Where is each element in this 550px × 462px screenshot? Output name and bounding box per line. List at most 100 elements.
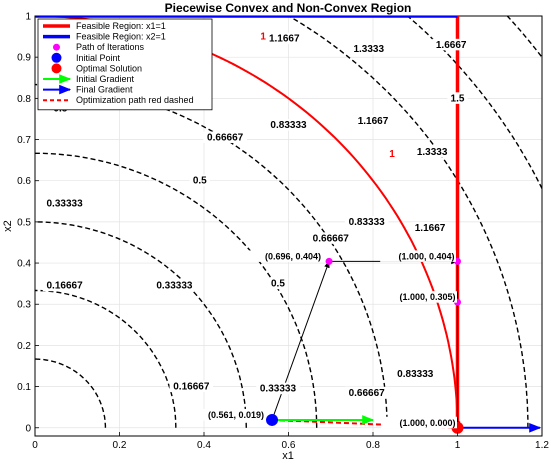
contour-label-group: 1.3333: [413, 145, 452, 158]
initial-point-marker: [266, 413, 279, 426]
legend-label: Initial Point: [76, 53, 121, 63]
y-tick-label: 0.9: [17, 53, 31, 64]
chart-title: Piecewise Convex and Non-Convex Region: [165, 1, 412, 15]
contour-label-bg: [354, 115, 392, 127]
y-tick-label: 0.1: [17, 382, 31, 393]
contour-label-bg: [42, 279, 87, 292]
contour-label-group: 0.33333: [152, 279, 197, 292]
contour-label: 0.66667: [313, 233, 350, 244]
contour-label: 0.66667: [349, 388, 386, 399]
contour-line-0.16667: [35, 358, 107, 428]
point-label-bg: [381, 416, 457, 429]
contour-label-group: 0.66667: [344, 386, 389, 399]
point-label-group: (1.000, 0.305): [381, 291, 457, 303]
contour-label-bg: [413, 145, 452, 158]
contour-label-group: 0.16667: [169, 380, 214, 393]
point-label: (0.561, 0.019): [208, 410, 264, 420]
contour-label-bg: [169, 380, 214, 393]
contour-label-bg: [411, 222, 449, 234]
contour-label: 1.6667: [436, 40, 467, 51]
y-tick-label: 0.4: [17, 259, 31, 270]
contour-line-0.33333: [35, 289, 177, 428]
contour-label-group: 0.83333: [393, 368, 438, 380]
contour-label-group: 1.5: [447, 92, 468, 104]
contour-label-bg: [256, 382, 300, 395]
contour-label: 0.83333: [397, 369, 434, 380]
y-tick-label: 0.7: [17, 135, 31, 146]
contour-label: 1.1667: [415, 223, 446, 234]
contour-label-group: 0.5: [189, 174, 210, 187]
contour-label: 0.66667: [207, 132, 244, 143]
contour-label: 1.5: [451, 93, 465, 104]
legend-swatch: [51, 52, 62, 63]
contour-label-bg: [189, 174, 210, 187]
contour-label: 0.16667: [173, 382, 210, 393]
contour-label-group: 0.5: [267, 277, 289, 290]
x-tick-label: 0.6: [282, 440, 296, 451]
contour-label-bg: [393, 368, 438, 380]
x-axis-label: x1: [282, 450, 294, 462]
y-tick-label: 0: [25, 423, 31, 434]
contour-label-bg: [42, 197, 87, 209]
point-label: (1.000, 0.305): [399, 292, 455, 302]
contour-label-bg: [308, 232, 353, 244]
unit-circle-label: 1: [389, 149, 395, 160]
x-tick-label: 0.2: [113, 440, 127, 451]
legend-label: Feasible Region: x2=1: [76, 32, 166, 42]
contour-label-bg: [203, 131, 247, 143]
unit-circle-label: 1: [260, 32, 266, 43]
contour-label: 0.33333: [46, 198, 83, 209]
contour-label-bg: [265, 32, 304, 45]
legend-label: Optimization path red dashed: [76, 95, 194, 105]
iteration-path: [266, 257, 542, 434]
point-label-bg: [189, 408, 266, 421]
point-label: (1.000, 0.000): [399, 418, 455, 428]
contour-line-1.1667: [287, 16, 529, 428]
labels: 0.16667 0.16667 0.33333 0.33333 0.33333 0.5 0.…: [42, 32, 471, 429]
point-label-group: (0.561, 0.019): [189, 408, 266, 421]
contour-label-bg: [266, 119, 311, 131]
x-tick-label: 1: [455, 440, 461, 451]
contour-label-group: 0.16667: [42, 279, 87, 292]
y-tick-label: 0.5: [17, 217, 31, 228]
contour-label-bg: [432, 38, 471, 51]
contour-label: 0.16667: [46, 281, 83, 292]
contour-label-group: 0.33333: [256, 382, 300, 395]
contour-label-group: 1.1667: [265, 32, 304, 45]
legend-label: Feasible Region: x1=1: [76, 21, 166, 31]
y-tick-label: 0.2: [17, 341, 31, 352]
legend-label: Final Gradient: [76, 85, 133, 95]
contour-label: 1.3333: [417, 147, 448, 158]
contour-line-0.83333: [35, 83, 388, 428]
ticks: 0 0.2 0.4 0.6 0.8 1 1.2 0 0.1 0.2 0.3 0.4 0.5 0.6 0.7 0…: [17, 12, 549, 452]
contour-label-bg: [344, 215, 389, 228]
legend-label: Optimal Solution: [76, 63, 142, 73]
contour-label-group: 1.1667: [411, 222, 449, 234]
contour-label-group: 1.6667: [432, 38, 471, 51]
contour-label-bg: [152, 279, 197, 292]
contour-label-group: 0.33333: [42, 197, 87, 209]
point-label: (1.000, 0.404): [398, 251, 454, 261]
x-tick-label: 0.4: [197, 440, 211, 451]
contour-label: 0.83333: [270, 120, 307, 131]
x-tick-label: 1.2: [535, 440, 549, 451]
contour-label-group: 1.3333: [349, 42, 388, 55]
contour-line-0.5: [35, 221, 247, 428]
legend-label: Path of Iterations: [76, 42, 145, 52]
point-label: (0.696, 0.404): [265, 251, 321, 261]
contour-label: 1.1667: [269, 34, 300, 45]
contour-label: 0.33333: [260, 384, 297, 395]
contour-label-group: 0.66667: [308, 232, 353, 244]
y-tick-label: 0.8: [17, 94, 31, 105]
contour-label: 0.5: [271, 279, 285, 290]
contour-label-bg: [267, 277, 289, 290]
contour-label: 0.33333: [156, 281, 193, 292]
contour-label: 1.3333: [353, 44, 384, 55]
legend-box: [37, 18, 213, 111]
x-tick-label: 0: [32, 440, 38, 451]
contour-label-bg: [349, 42, 388, 55]
legend-swatch: [51, 63, 62, 74]
y-tick-label: 0.3: [17, 300, 31, 311]
